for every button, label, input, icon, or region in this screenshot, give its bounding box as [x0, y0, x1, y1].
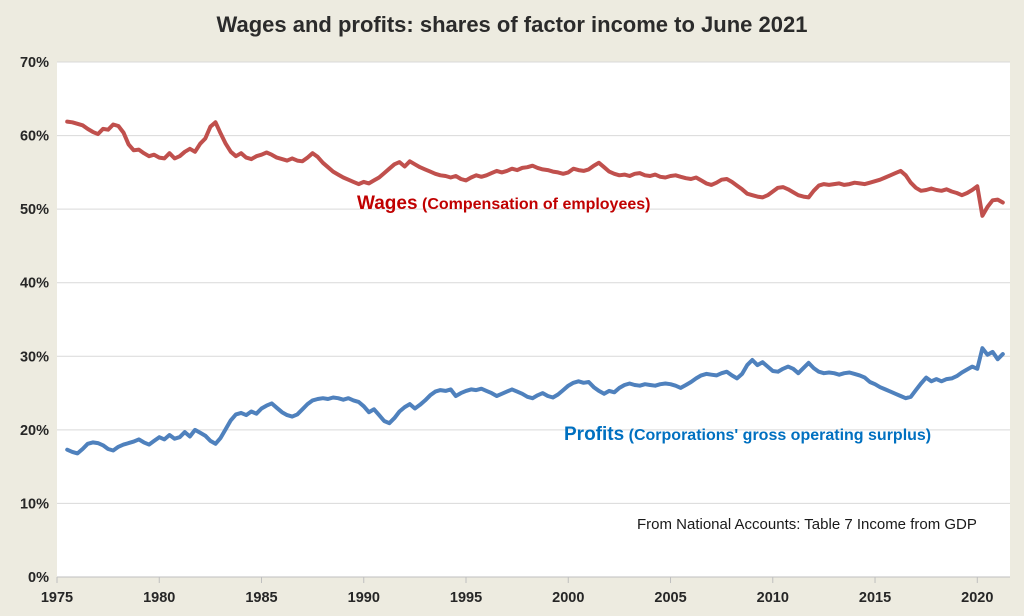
profits-label-name: Profits	[564, 424, 625, 445]
y-tick-label-60: 60%	[20, 129, 49, 145]
y-tick-label-40: 40%	[20, 276, 49, 292]
x-tick-label-2015: 2015	[859, 590, 891, 606]
wages-line	[65, 119, 1005, 218]
y-tick-label-50: 50%	[20, 202, 49, 218]
wages-label-name: Wages	[357, 193, 418, 214]
y-tick-label-10: 10%	[20, 496, 49, 512]
profits-line	[65, 346, 1005, 456]
y-tick-label-30: 30%	[20, 349, 49, 365]
x-tick-label-1975: 1975	[41, 590, 73, 606]
x-tick-label-1985: 1985	[245, 590, 277, 606]
wages-label-sub: (Compensation of employees)	[422, 196, 651, 213]
x-tick-label-1995: 1995	[450, 590, 482, 606]
y-tick-label-0: 0%	[28, 570, 49, 586]
x-tick-label-2010: 2010	[757, 590, 789, 606]
profits-series-label: Profits (Corporations' gross operating s…	[564, 424, 931, 446]
source-footnote: From National Accounts: Table 7 Income f…	[637, 516, 977, 533]
x-tick-label-1990: 1990	[348, 590, 380, 606]
wages-series-label: Wages (Compensation of employees)	[357, 193, 650, 215]
profits-label-sub: (Corporations' gross operating surplus)	[628, 427, 932, 444]
x-tick-label-2000: 2000	[552, 590, 584, 606]
chart-title: Wages and profits: shares of factor inco…	[216, 12, 808, 37]
x-tick-label-2020: 2020	[961, 590, 993, 606]
y-tick-label-70: 70%	[20, 55, 49, 71]
x-tick-label-2005: 2005	[654, 590, 686, 606]
x-tick-label-1980: 1980	[143, 590, 175, 606]
plot-background	[57, 62, 1010, 577]
y-tick-label-20: 20%	[20, 423, 49, 439]
